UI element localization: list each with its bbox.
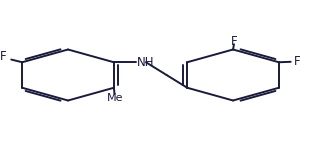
Text: Me: Me	[107, 93, 124, 102]
Text: F: F	[294, 55, 301, 68]
Text: NH: NH	[137, 56, 155, 69]
Text: F: F	[231, 35, 238, 48]
Text: F: F	[0, 50, 7, 63]
